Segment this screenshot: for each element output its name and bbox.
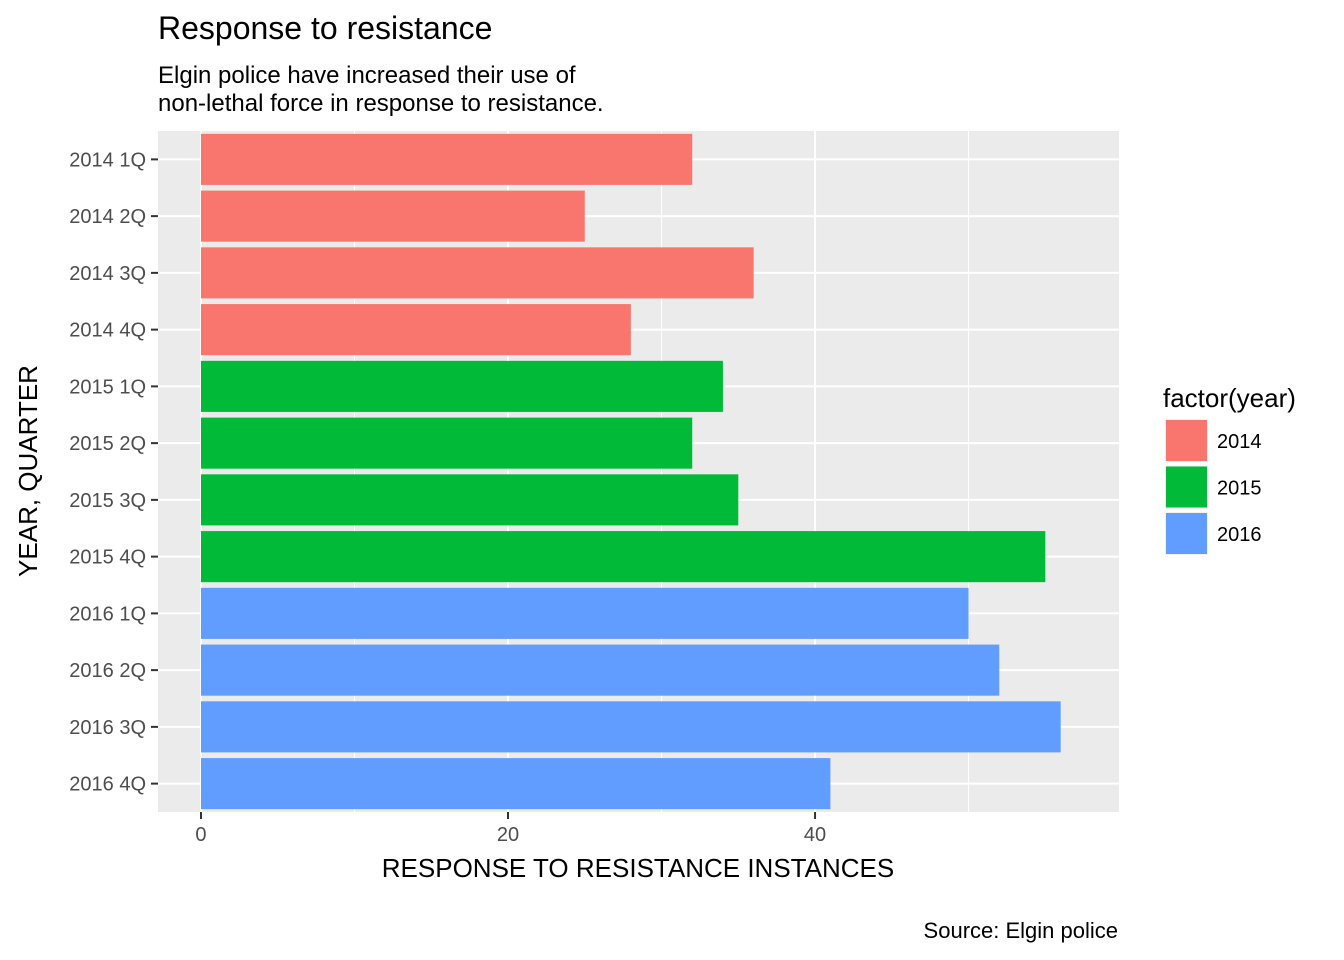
chart-title: Response to resistance (158, 10, 492, 46)
legend-label: 2016 (1217, 524, 1262, 546)
bar (200, 531, 1046, 583)
legend-swatch (1166, 466, 1207, 508)
bar (200, 701, 1061, 753)
y-tick-label: 2014 4Q (69, 320, 146, 342)
legend-swatch (1166, 420, 1207, 461)
y-tick-label: 2016 4Q (69, 774, 146, 796)
y-tick-label: 2016 2Q (69, 660, 146, 682)
legend-title: factor(year) (1163, 383, 1296, 413)
legend-swatch (1166, 513, 1207, 554)
x-tick-label: 0 (195, 824, 206, 846)
y-tick-label: 2016 3Q (69, 717, 146, 739)
x-axis: 0 20 40 (195, 812, 826, 846)
y-tick-label: 2014 3Q (69, 263, 146, 285)
y-tick-label: 2015 3Q (69, 490, 146, 512)
x-axis-title: RESPONSE TO RESISTANCE INSTANCES (382, 853, 894, 883)
legend-label: 2014 (1217, 431, 1262, 453)
bar (200, 474, 739, 526)
bar (200, 644, 1000, 696)
bar (200, 190, 585, 242)
legend-label: 2015 (1217, 478, 1262, 500)
bar (200, 360, 723, 412)
bar (200, 133, 693, 185)
bar (200, 247, 754, 299)
bar (200, 417, 693, 469)
x-tick-label: 40 (804, 824, 826, 846)
x-tick-label: 20 (497, 824, 519, 846)
chart-subtitle-line-2: non-lethal force in response to resistan… (158, 90, 604, 117)
plot-panel (158, 131, 1119, 812)
bar (200, 304, 631, 356)
bar (200, 587, 969, 639)
y-tick-label: 2016 1Q (69, 603, 146, 625)
y-tick-label: 2015 4Q (69, 547, 146, 569)
y-axis-title: YEAR, QUARTER (13, 365, 43, 577)
legend: factor(year) 2014 2015 2016 (1163, 383, 1296, 555)
y-axis: 2014 1Q 2014 2Q 2014 3Q 2014 4Q 2015 1Q 2015 … (69, 149, 158, 796)
y-tick-label: 2014 1Q (69, 149, 146, 171)
bar (200, 758, 831, 810)
bars (200, 133, 1061, 810)
chart-caption: Source: Elgin police (924, 918, 1118, 943)
y-tick-label: 2014 2Q (69, 206, 146, 228)
y-tick-label: 2015 1Q (69, 376, 146, 398)
chart-subtitle-line-1: Elgin police have increased their use of (158, 62, 576, 89)
y-tick-label: 2015 2Q (69, 433, 146, 455)
